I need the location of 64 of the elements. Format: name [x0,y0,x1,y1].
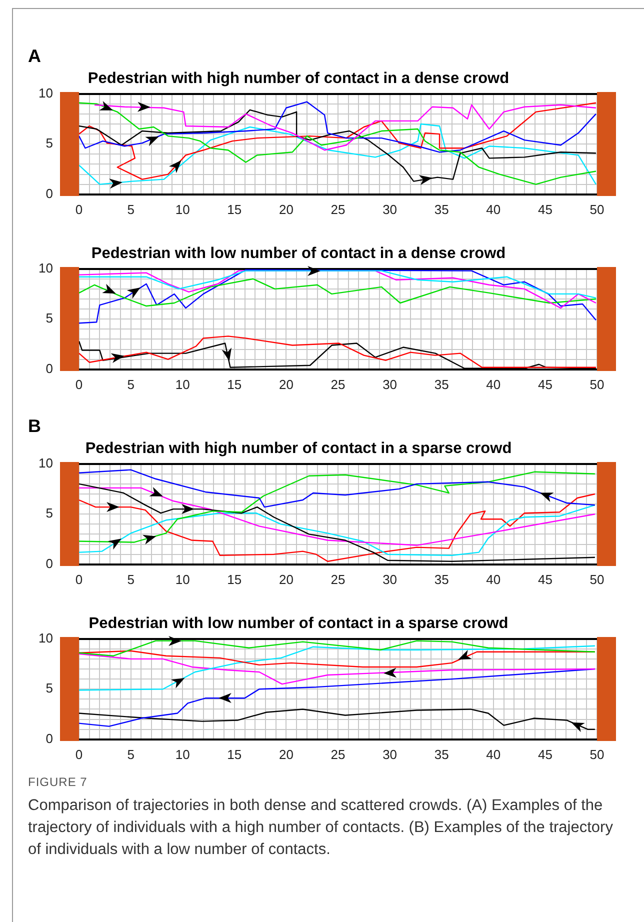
x-tick-label: 40 [486,202,501,217]
x-tick-label: 15 [227,376,242,392]
x-tick-label: 45 [538,376,552,392]
x-tick-label: 30 [382,202,398,217]
x-tick-label: 5 [127,202,134,217]
x-tick-label: 30 [382,376,398,392]
x-tick-label: 25 [330,746,346,762]
y-tick-label: 10 [38,630,53,646]
x-tick-label: 0 [75,376,83,392]
y-tick-label: 10 [38,85,53,100]
x-tick-label: 35 [434,202,449,217]
x-tick-label: 40 [486,572,501,587]
text: B [28,416,41,437]
text: A [28,46,41,67]
y-tick-label: 10 [38,455,53,470]
x-tick-label: 0 [75,746,83,762]
x-tick-label: 25 [330,572,346,587]
y-tick-label: 5 [46,506,53,521]
x-tick-label: 0 [75,572,83,587]
text: Comparison of trajectories in both dense and scattered crowds. (A) Examples of the trajectory of individuals with a high number of contacts. (B) Examples of the trajectory of individuals with a low number of contacts. [28,796,614,860]
x-tick-label: 30 [382,572,398,587]
x-tick-label: 30 [382,746,398,762]
x-tick-label: 50 [590,572,604,587]
x-tick-label: 50 [590,746,604,762]
chart-title: Pedestrian with low number of contact in a sparse crowd [88,614,508,632]
x-tick-label: 20 [278,376,294,392]
x-tick-label: 50 [590,376,604,392]
x-tick-label: 0 [75,202,83,217]
y-tick-label: 5 [46,680,53,696]
x-tick-label: 35 [434,746,449,762]
x-tick-label: 5 [127,376,134,392]
x-tick-label: 5 [127,572,134,587]
x-tick-label: 15 [227,746,242,762]
x-tick-label: 10 [175,202,190,217]
chart-title: Pedestrian with high number of contact in a dense crowd [88,70,510,87]
y-tick-label: 0 [46,360,53,376]
x-tick-label: 5 [127,746,134,762]
x-tick-label: 45 [538,746,552,762]
y-tick-label: 5 [46,310,53,326]
x-tick-label: 20 [278,202,294,217]
x-tick-label: 15 [227,202,242,217]
x-tick-label: 35 [434,572,449,587]
x-tick-label: 45 [538,202,552,217]
x-tick-label: 40 [486,376,501,392]
caption: FIGURE 7 [28,775,88,789]
x-tick-label: 10 [175,746,190,762]
x-tick-label: 25 [330,202,346,217]
x-tick-label: 25 [330,376,346,392]
x-tick-label: 45 [538,572,552,587]
x-tick-label: 35 [434,376,449,392]
x-tick-label: 20 [278,746,294,762]
x-tick-label: 10 [175,376,190,392]
y-tick-label: 0 [46,186,53,201]
y-tick-label: 0 [46,730,53,746]
x-tick-label: 50 [590,202,604,217]
x-tick-label: 20 [278,572,294,587]
y-tick-label: 5 [46,136,53,151]
x-tick-label: 10 [175,572,190,587]
x-tick-label: 15 [227,572,242,587]
y-tick-label: 10 [38,260,53,276]
chart-title: Pedestrian with low number of contact in a dense crowd [91,244,506,262]
x-tick-label: 40 [486,746,501,762]
y-tick-label: 0 [46,556,53,571]
chart-title: Pedestrian with high number of contact in a sparse crowd [85,440,512,457]
